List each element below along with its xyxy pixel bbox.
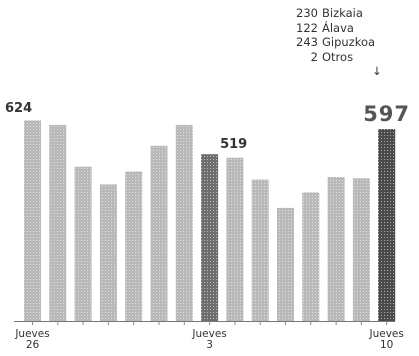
bar [74,166,92,321]
data-label: 519 [220,137,248,153]
bar [99,184,117,321]
bar [327,177,345,321]
annotation-label: Otros [322,49,354,64]
bar [125,171,143,321]
data-label: 624 [5,101,33,117]
x-tick-label-day: Jueves [192,328,227,340]
x-tick-label-date: 10 [380,339,394,351]
annotation-row: 122 Álava [290,21,419,36]
annotation-value: 230 [296,6,318,20]
bar [277,207,294,321]
bar [150,145,168,321]
bar [49,124,67,322]
bar [251,179,269,321]
annotation-label: Bizkaia [322,6,363,20]
bar [302,192,320,321]
bar [24,120,41,322]
bar [226,157,244,321]
x-tick-label: Jueves 3 [180,329,240,351]
x-tick-label-date: 3 [206,339,213,351]
annotation-arrow: ↓ [372,64,382,78]
x-tick-label-date: 26 [25,339,40,351]
x-tick-label: Jueves 10 [357,329,417,351]
annotation-label: Álava [322,20,354,35]
annotation-row: 230 Bizkaia [290,6,419,21]
x-tick-label-day: Jueves [369,328,404,340]
bar [175,124,193,322]
x-tick-label: Jueves 26 [3,329,63,351]
annotation-value: 2 [310,49,318,64]
annotation-row: 2 Otros [290,50,419,65]
annotation-breakdown: 230 Bizkaia 122 Álava 243 Gipuzkoa 2 Otros ↓ [290,6,419,79]
x-tick-label-day: Jueves [15,328,50,340]
bar [352,178,370,321]
annotation-label: Gipuzkoa [322,35,376,49]
data-label: 597 [363,102,411,127]
bar [201,154,219,321]
annotation-row: 243 Gipuzkoa [290,35,419,50]
annotation-value: 243 [296,35,318,49]
annotation-value: 122 [296,20,318,35]
bar [378,129,396,321]
